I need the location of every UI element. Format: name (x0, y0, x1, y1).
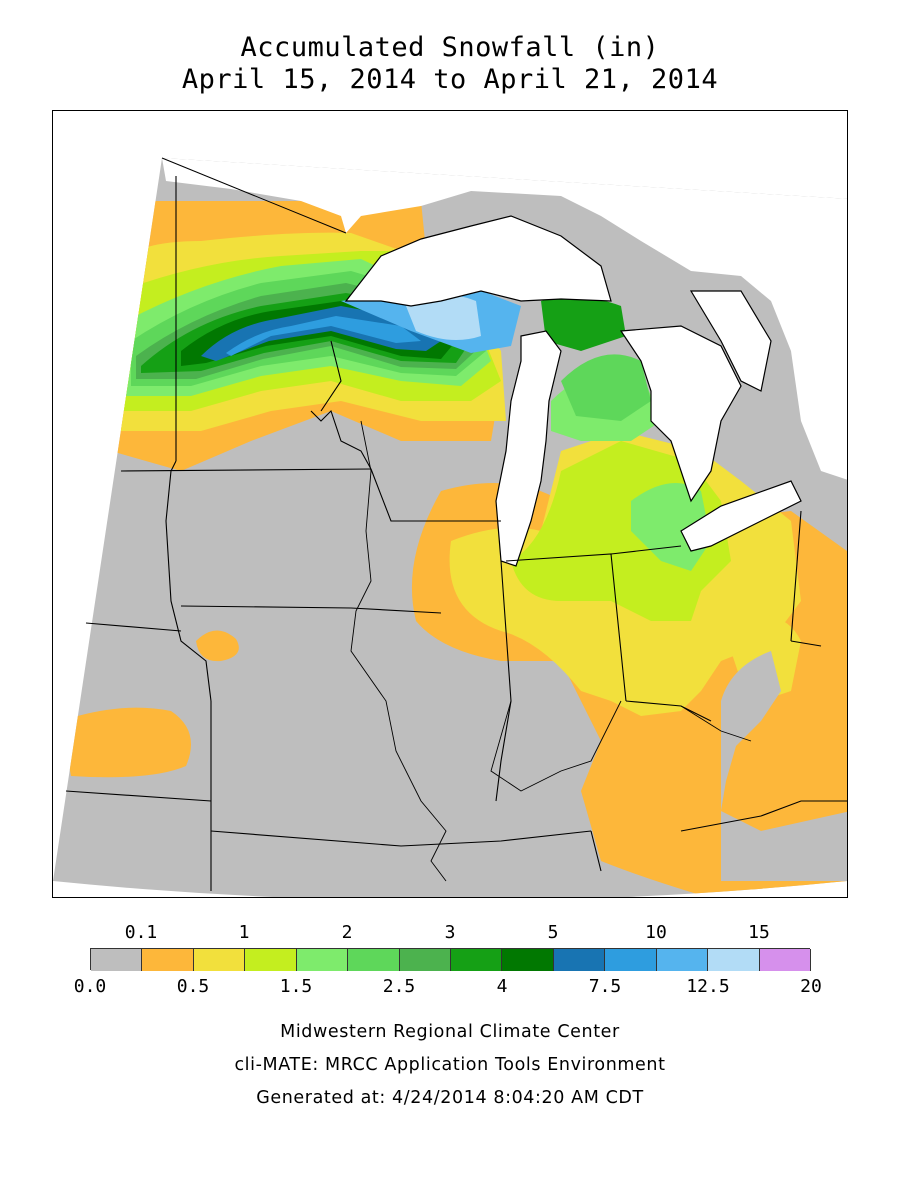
legend-label-top: 3 (444, 922, 456, 943)
snow-patch-orange-kansas (61, 707, 191, 778)
footer-tool-name: cli-MATE: MRCC Application Tools Environ… (234, 1055, 666, 1075)
snow-band-medblue-north (226, 316, 421, 356)
domain-outline (161, 157, 347, 234)
legend-label-bottom: 20 (800, 976, 822, 997)
footer-generated-time: Generated at: 4/24/2014 8:04:20 AM CDT (256, 1088, 644, 1108)
legend-swatch (759, 949, 811, 971)
snow-band-paleblue (406, 294, 481, 340)
legend-label-bottom: 1.5 (279, 976, 313, 997)
legend-swatch (708, 949, 760, 971)
state-boundaries (65, 176, 847, 891)
footer-organization: Midwestern Regional Climate Center (280, 1022, 620, 1042)
legend-swatch (553, 949, 606, 971)
legend-label-bottom: 4 (496, 976, 508, 997)
snowfall-fields (53, 158, 847, 897)
legend-label-bottom: 7.5 (588, 976, 622, 997)
legend-label-top: 15 (748, 922, 770, 943)
legend-swatch (193, 949, 246, 971)
map-title: Accumulated Snowfall (in) (240, 32, 660, 63)
legend-swatch (451, 949, 503, 971)
legend-swatch (656, 949, 709, 971)
legend-label-top: 1 (238, 922, 250, 943)
snowfall-map-canvas (53, 157, 847, 897)
legend-label-bottom: 2.5 (382, 976, 416, 997)
lake-michigan (495, 330, 562, 567)
lake-superior (344, 215, 612, 307)
legend-swatch (245, 949, 297, 971)
snowfall-map (52, 110, 848, 898)
snow-band-green4-up (541, 297, 626, 351)
canada-region (162, 158, 847, 481)
legend-swatch (91, 949, 143, 971)
legend-label-top: 5 (547, 922, 559, 943)
snow-band-blue-north (201, 306, 441, 361)
lake-erie (680, 480, 802, 552)
legend-label-top: 2 (341, 922, 353, 943)
legend-label-top: 0.1 (124, 922, 158, 943)
legend-swatch (142, 949, 194, 971)
legend-label-top: 10 (645, 922, 667, 943)
snow-patch-orange-iowa (196, 630, 239, 662)
legend-swatch (399, 949, 451, 971)
map-date-range: April 15, 2014 to April 21, 2014 (181, 64, 719, 95)
major-rivers (350, 420, 752, 882)
georgian-bay (689, 290, 772, 392)
snowfall-legend (90, 948, 811, 971)
snow-free-ohio-valley (721, 651, 847, 881)
legend-swatch (348, 949, 400, 971)
legend-label-bottom: 0.0 (73, 976, 107, 997)
legend-label-bottom: 0.5 (176, 976, 210, 997)
legend-swatch (502, 949, 554, 971)
lake-huron (619, 325, 742, 503)
legend-swatch (296, 949, 349, 971)
snow-band-green2-michigan (561, 354, 651, 421)
legend-label-bottom: 12.5 (686, 976, 730, 997)
legend-swatch (605, 949, 657, 971)
